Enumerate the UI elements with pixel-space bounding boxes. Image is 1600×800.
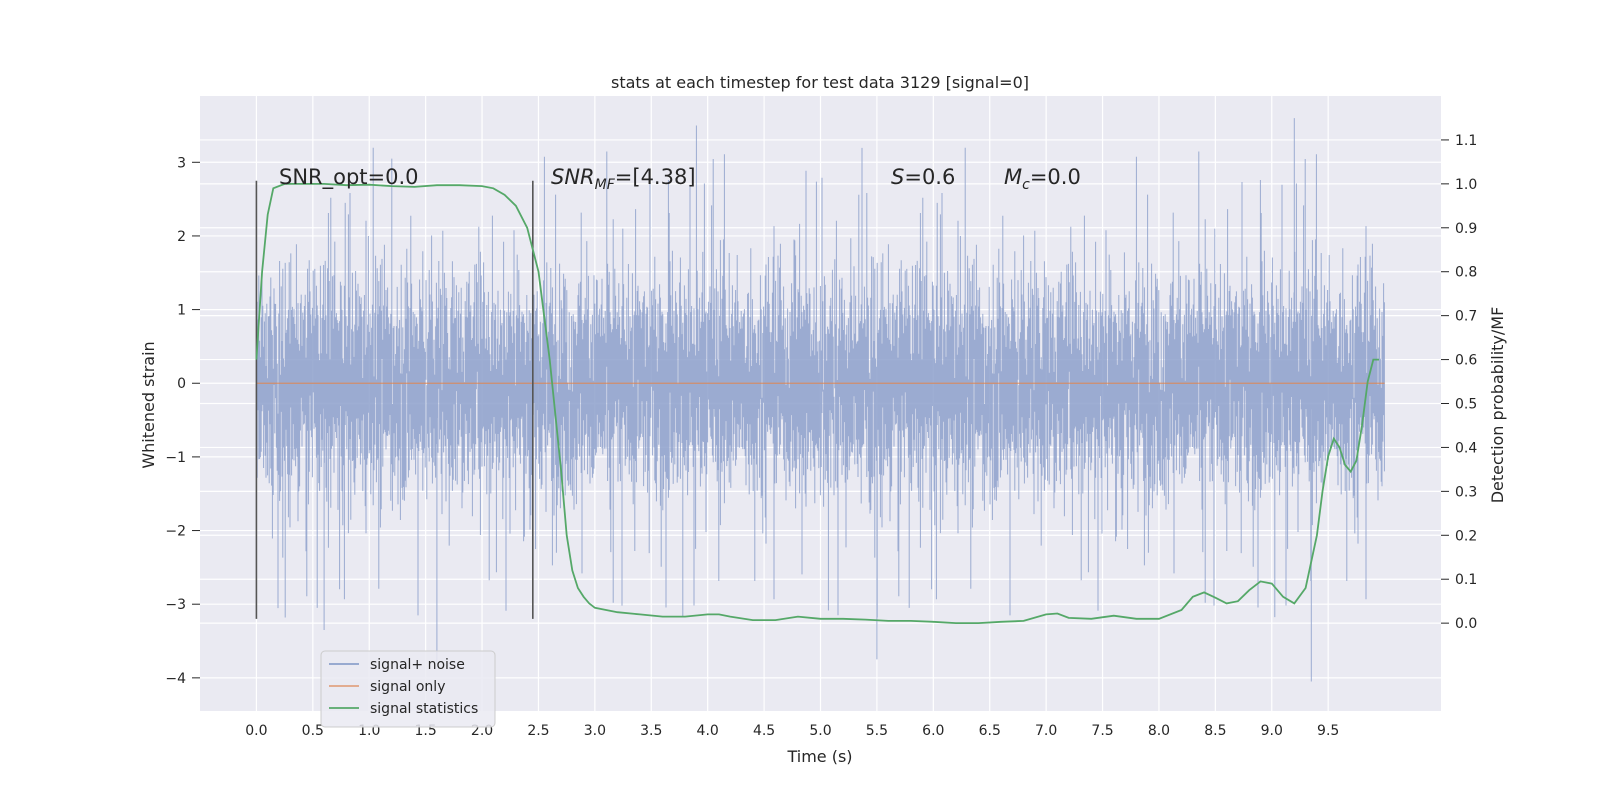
x-tick-label: 8.0 (1148, 723, 1170, 739)
legend: signal+ noise signal only signal statist… (320, 650, 496, 728)
x-tick-label: 3.0 (584, 723, 606, 739)
x-tick-label: 9.5 (1317, 723, 1339, 739)
right-y-tick-label: 0.8 (1455, 265, 1477, 281)
legend-label-signal-only: signal only (370, 679, 445, 695)
right-y-tick-label: 0.4 (1455, 440, 1477, 456)
x-tick-label: 6.5 (979, 723, 1001, 739)
y-tick-label: 0 (177, 376, 186, 392)
chart-title: stats at each timestep for test data 312… (611, 73, 1029, 92)
right-y-axis-label: Detection probability/MF (1488, 307, 1507, 504)
right-y-tick-label: 0.5 (1455, 397, 1477, 413)
right-y-tick-label: 0.1 (1455, 572, 1477, 588)
y-tick-label: −1 (165, 450, 186, 466)
x-tick-label: 4.5 (753, 723, 775, 739)
x-tick-label: 0.5 (302, 723, 324, 739)
y-tick-labels: −4 −3 −2 −1 0 1 2 3 (165, 155, 200, 687)
series-signal-statistics (255, 183, 1379, 624)
annotation-snr-mf: SNRMF=[4.38] (551, 165, 696, 193)
right-y-tick-label: 1.1 (1455, 133, 1477, 149)
annotation-mc: Mc=0.0 (1004, 165, 1081, 193)
x-tick-label: 7.5 (1091, 723, 1113, 739)
x-tick-label: 5.0 (809, 723, 831, 739)
right-y-tick-label: 0.6 (1455, 353, 1477, 369)
right-y-tick-label: 0.9 (1455, 221, 1477, 237)
y-tick-label: 1 (177, 303, 186, 319)
x-tick-label: 8.5 (1204, 723, 1226, 739)
y-tick-label: −3 (165, 597, 186, 613)
y-tick-label: 2 (177, 229, 186, 245)
x-axis-label: Time (s) (786, 747, 852, 766)
x-tick-label: 7.0 (1035, 723, 1057, 739)
marker-vertical-lines (255, 180, 534, 619)
x-tick-label: 4.0 (697, 723, 719, 739)
x-tick-label: 5.5 (866, 723, 888, 739)
legend-box (320, 650, 496, 728)
x-tick-label: 9.0 (1261, 723, 1283, 739)
right-y-tick-labels: 0.0 0.1 0.2 0.3 0.4 0.5 0.6 0.7 0.8 0.9 1.0 1.1 (1441, 133, 1477, 632)
right-y-tick-label: 1.0 (1455, 177, 1477, 193)
y-tick-label: 3 (177, 155, 186, 171)
x-tick-label: 3.5 (640, 723, 662, 739)
right-y-tick-label: 0.2 (1455, 528, 1477, 544)
x-tick-label: 0.0 (245, 723, 267, 739)
right-y-tick-label: 0.3 (1455, 484, 1477, 500)
legend-label-signal-noise: signal+ noise (370, 657, 465, 673)
x-tick-label: 6.0 (922, 723, 944, 739)
right-y-tick-label: 0.0 (1455, 616, 1477, 632)
right-y-tick-label: 0.7 (1455, 309, 1477, 325)
x-tick-labels: 0.0 0.5 1.0 1.5 2.0 2.5 3.0 3.5 4.0 4.5 5.0 5.5 6.0 6… (245, 723, 1339, 739)
annotation-snr-opt: SNR_opt=0.0 (279, 165, 419, 190)
x-tick-label: 2.5 (527, 723, 549, 739)
legend-label-signal-statistics: signal statistics (370, 701, 478, 717)
y-tick-label: −4 (165, 671, 186, 687)
y-tick-label: −2 (165, 524, 186, 540)
y-axis-label: Whitened strain (139, 341, 158, 468)
annotation-s: S=0.6 (891, 165, 955, 189)
